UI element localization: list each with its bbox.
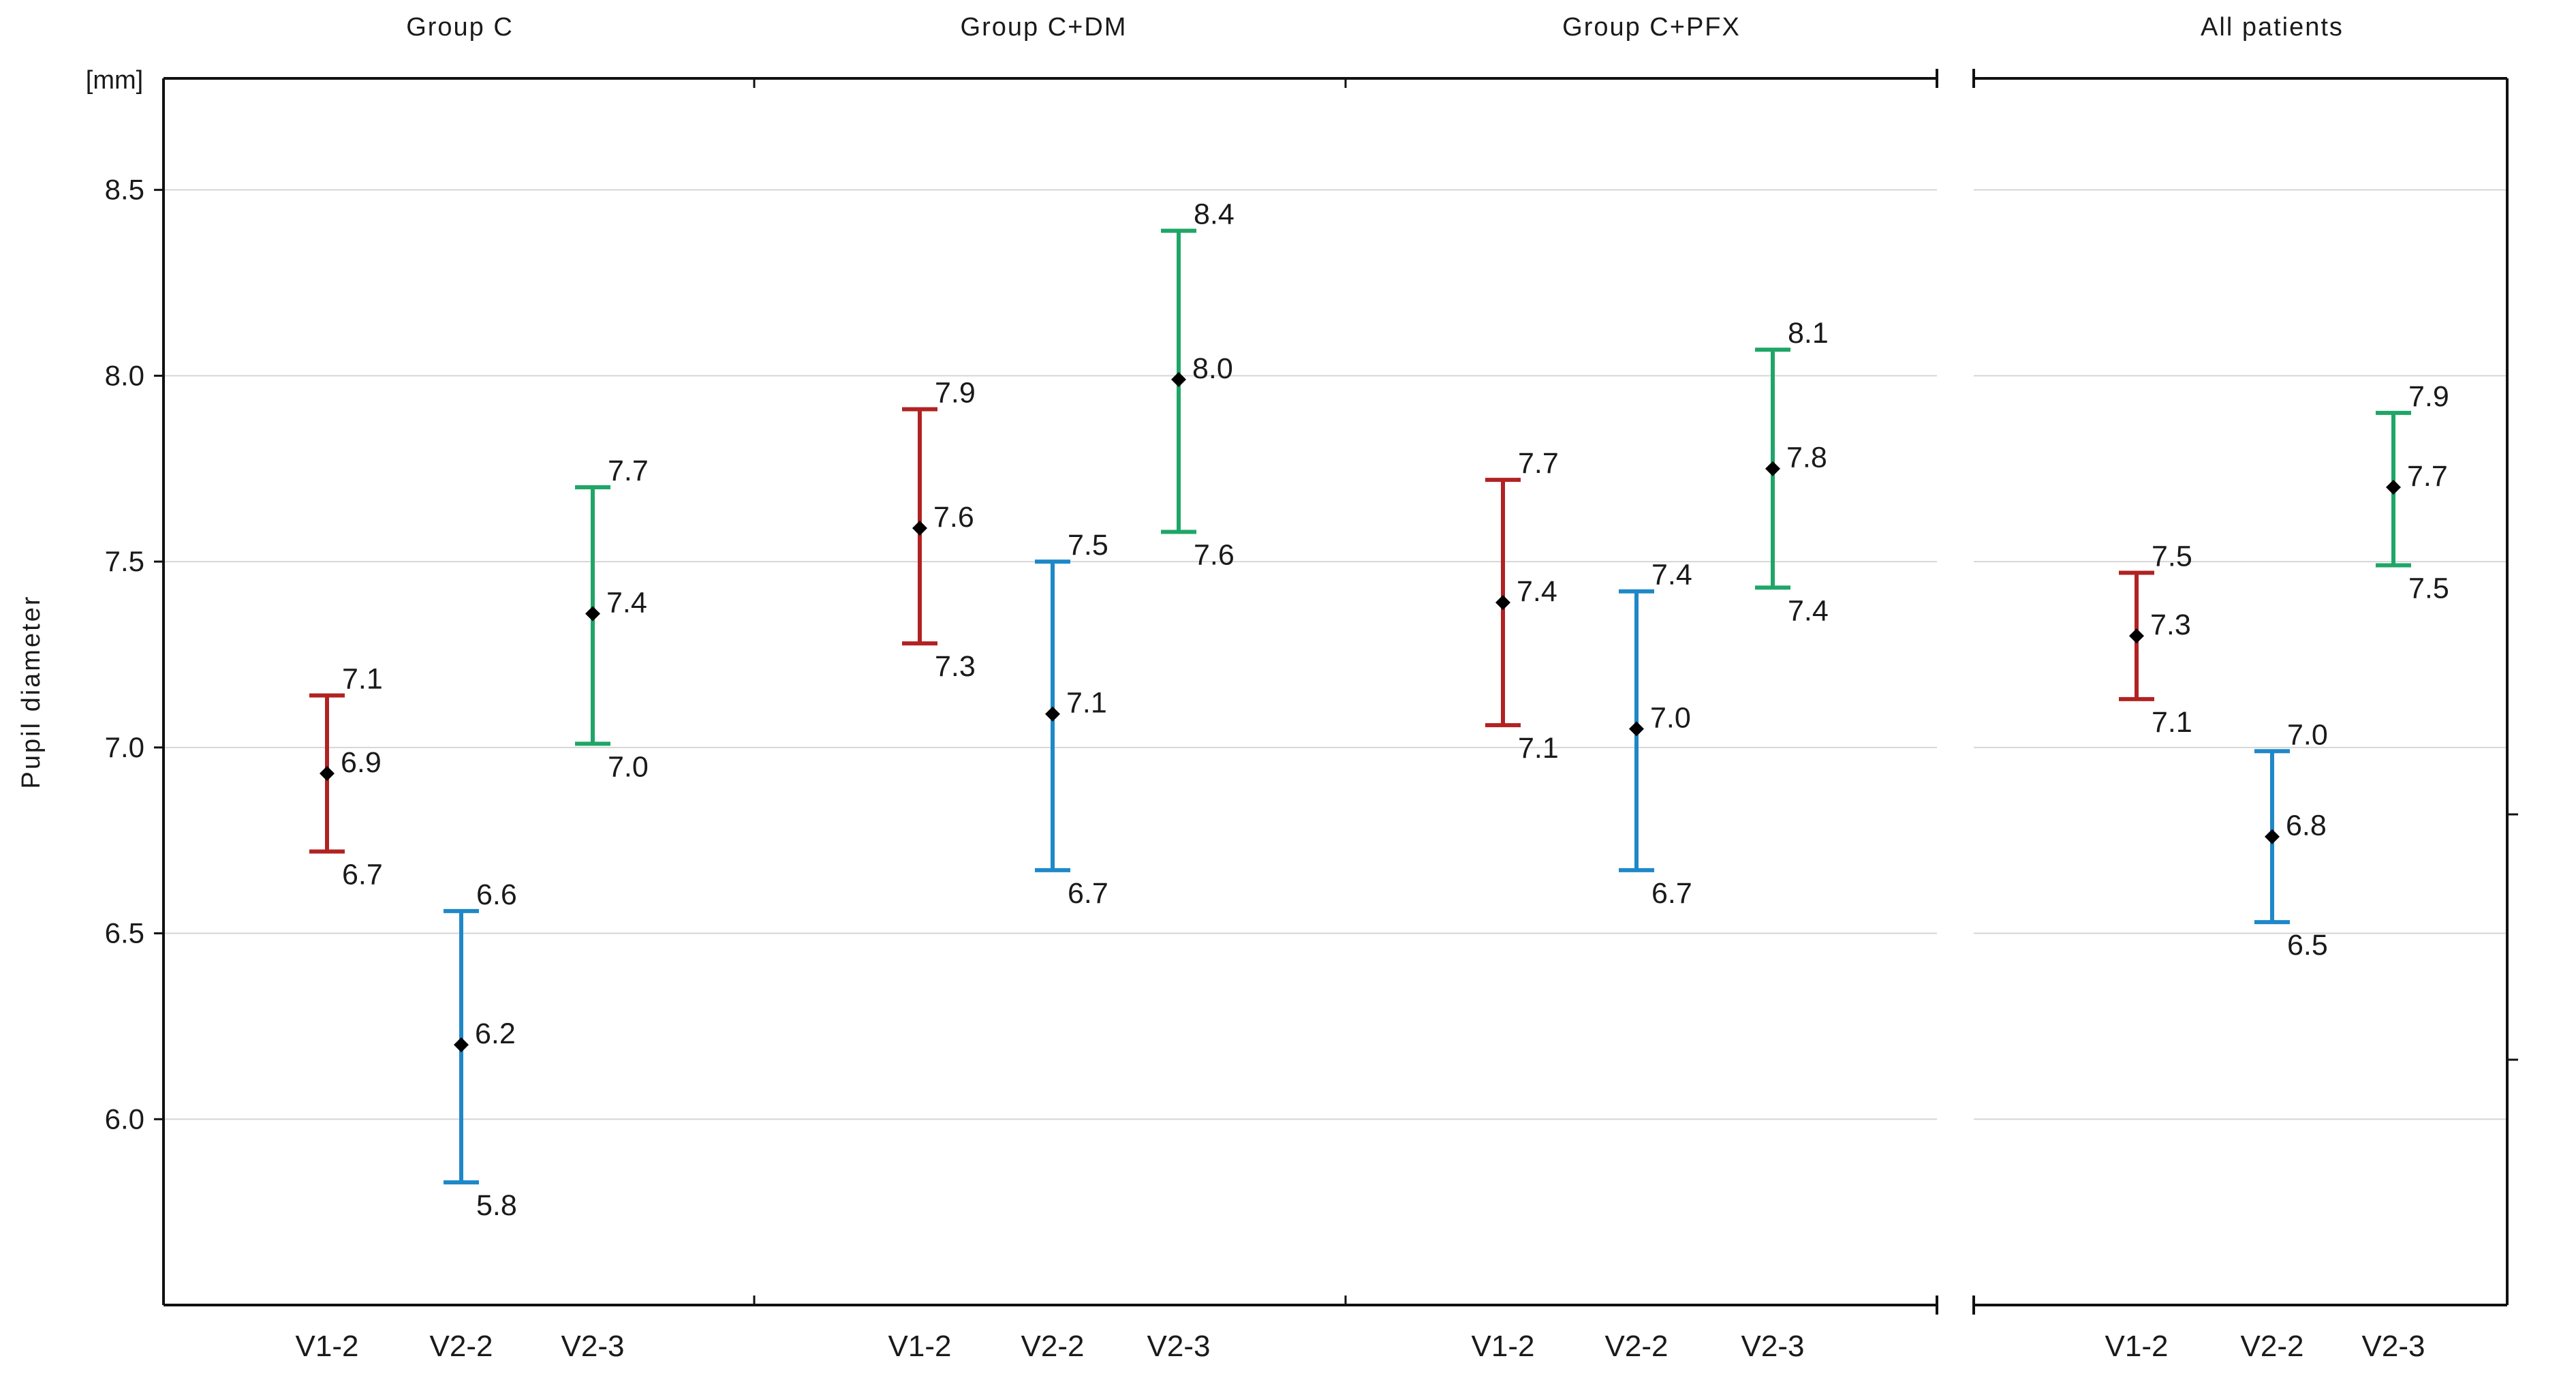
mean-value-label: 7.8: [1786, 442, 1827, 474]
mean-marker: [912, 521, 927, 536]
lower-value-label: 7.1: [2152, 706, 2192, 739]
mean-marker: [1045, 706, 1060, 722]
x-category-label: V2-2: [2241, 1330, 2304, 1363]
x-category-label: V1-2: [888, 1330, 952, 1363]
mean-marker: [2129, 628, 2144, 644]
panel-title: Group C+DM: [961, 13, 1128, 42]
x-category-label: V2-3: [561, 1330, 625, 1363]
y-tick-label: 8.5: [105, 174, 144, 206]
panel-2: [1485, 348, 1790, 872]
upper-value-label: 7.9: [935, 376, 976, 409]
lower-value-label: 7.3: [935, 650, 976, 683]
mean-value-label: 7.7: [2407, 460, 2448, 493]
y-tick-label: 7.5: [105, 545, 144, 577]
lower-value-label: 7.5: [2408, 572, 2449, 605]
upper-value-label: 7.7: [1518, 447, 1559, 480]
mean-marker: [1765, 461, 1780, 476]
gridlines: [164, 189, 2507, 1120]
x-category-label: V1-2: [296, 1330, 359, 1363]
y-tick-label: 8.0: [105, 359, 144, 391]
upper-value-label: 7.9: [2408, 380, 2449, 413]
lower-value-label: 5.8: [476, 1189, 517, 1222]
y-tick-label: 7.0: [105, 731, 144, 763]
panel-3: [2119, 410, 2411, 925]
axes: [154, 69, 2518, 1315]
panel-title: Group C+PFX: [1562, 13, 1741, 42]
upper-value-label: 8.4: [1194, 198, 1235, 231]
lower-value-label: 7.4: [1788, 594, 1829, 627]
x-category-label: V1-2: [1472, 1330, 1535, 1363]
mean-value-label: 7.3: [2150, 609, 2191, 641]
panel-title: Group C: [406, 13, 514, 42]
mean-marker: [2265, 829, 2280, 844]
x-category-label: V2-2: [1605, 1330, 1669, 1363]
x-category-label: V2-2: [430, 1330, 493, 1363]
mean-value-label: 7.4: [1517, 575, 1557, 608]
mean-marker: [1495, 595, 1510, 611]
lower-value-label: 7.1: [1518, 732, 1559, 765]
y-tick-label: 6.5: [105, 917, 144, 949]
x-category-label: V2-3: [1147, 1330, 1211, 1363]
x-category-label: V2-3: [1741, 1330, 1805, 1363]
error-bars: [309, 228, 2411, 1184]
panel-0: [309, 485, 610, 1184]
upper-value-label: 8.1: [1788, 317, 1829, 350]
y-axis-label: Pupil diameter: [17, 595, 46, 789]
mean-marker: [320, 766, 335, 781]
mean-value-label: 6.8: [2286, 810, 2327, 842]
lower-value-label: 6.7: [342, 859, 383, 891]
upper-value-label: 7.5: [1068, 529, 1108, 562]
mean-marker: [585, 606, 600, 622]
x-category-label: V1-2: [2105, 1330, 2169, 1363]
lower-value-label: 7.6: [1194, 538, 1235, 571]
mean-marker: [1171, 371, 1186, 387]
mean-value-label: 6.9: [341, 746, 382, 779]
mean-value-label: 7.4: [606, 586, 647, 619]
upper-value-label: 7.1: [342, 662, 383, 695]
mean-value-label: 8.0: [1192, 352, 1233, 385]
y-tick-label: 6.0: [105, 1103, 144, 1135]
upper-value-label: 6.6: [476, 878, 517, 911]
mean-value-label: 7.1: [1066, 687, 1107, 720]
mean-value-label: 6.2: [475, 1017, 516, 1050]
x-category-label: V2-3: [2362, 1330, 2425, 1363]
labels: 6.0 6.5 7.0 7.5 8.0 8.5 [mm] Pupil diameter Grou…: [17, 13, 2449, 1363]
mean-marker: [454, 1037, 469, 1053]
upper-value-label: 7.4: [1651, 559, 1692, 592]
x-category-label: V2-2: [1021, 1330, 1085, 1363]
lower-value-label: 6.7: [1068, 877, 1108, 910]
lower-value-label: 7.0: [608, 750, 649, 783]
lower-value-label: 6.7: [1651, 877, 1692, 910]
lower-value-label: 6.5: [2287, 929, 2328, 962]
upper-value-label: 7.5: [2152, 540, 2192, 572]
mean-marker: [2386, 480, 2401, 495]
mean-value-label: 7.6: [933, 501, 974, 534]
panel-1: [902, 228, 1196, 872]
upper-value-label: 7.7: [608, 455, 649, 487]
y-unit-label: [mm]: [86, 66, 143, 95]
upper-value-label: 7.0: [2287, 718, 2328, 751]
mean-value-label: 7.0: [1650, 702, 1691, 735]
mean-marker: [1629, 721, 1644, 737]
panel-title: All patients: [2201, 13, 2344, 42]
